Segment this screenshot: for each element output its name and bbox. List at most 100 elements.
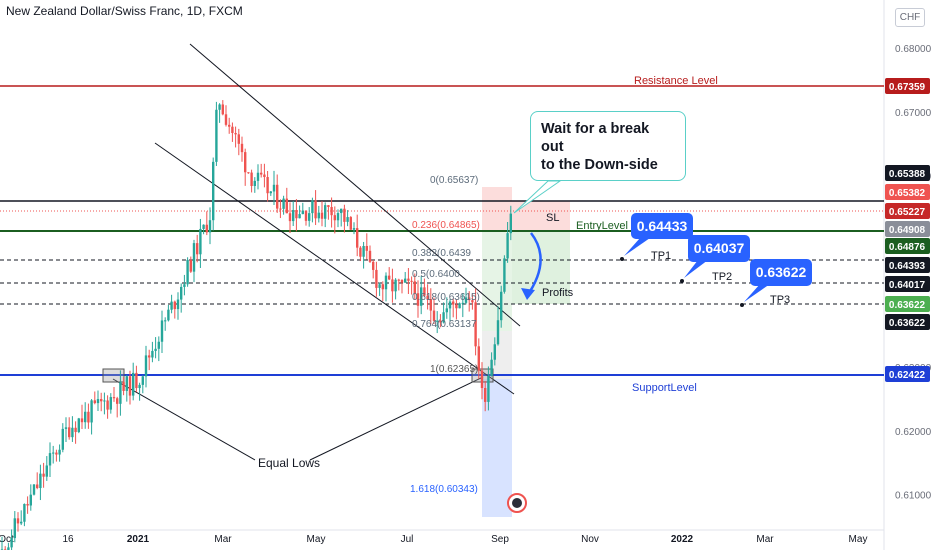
price-label-box [885, 296, 930, 312]
candle-body [80, 418, 84, 423]
candle-body [247, 172, 250, 174]
candle-body [154, 348, 157, 351]
entry-label: EntryLevel [576, 220, 628, 232]
equal-lows-label: Equal Lows [258, 456, 320, 470]
candle-body [480, 370, 484, 389]
candle-body [496, 320, 500, 345]
candle-body [16, 518, 20, 524]
entry-bubble-pointer [624, 238, 650, 256]
tp1-bubble-pointer [684, 260, 708, 278]
candle-body [317, 212, 320, 219]
target-dot [680, 279, 684, 283]
candle-body [39, 473, 42, 489]
candle-body [279, 208, 282, 210]
candle-body [381, 284, 384, 290]
candle-body [426, 295, 429, 300]
candle-body [445, 308, 448, 313]
candle-body [359, 247, 362, 257]
candle-body [20, 521, 23, 524]
resistance-label: Resistance Level [634, 75, 718, 87]
currency-button[interactable]: CHF [895, 8, 925, 27]
candle-body [503, 258, 506, 292]
candle-body [362, 245, 365, 257]
channel-lower-line [154, 142, 515, 395]
candle-body [458, 303, 461, 309]
candle-body [45, 465, 48, 477]
candle-body [90, 400, 93, 423]
candle-body [125, 376, 128, 391]
candle-body [292, 210, 295, 222]
candle-body [244, 152, 247, 173]
candle-body [7, 547, 10, 550]
candle-body [282, 198, 285, 209]
price-label-text: 0.64017 [889, 280, 926, 291]
candle-body [336, 213, 340, 221]
price-label-text: 0.63622 [889, 318, 926, 329]
tp3-label: TP3 [770, 294, 790, 306]
candle-body [340, 208, 343, 214]
candle-body [160, 320, 164, 342]
candle-body [266, 177, 269, 194]
time-tick-label: Jul [401, 534, 414, 545]
price-label-box [885, 184, 930, 200]
candle-body [276, 184, 279, 209]
price-label-text: 0.65388 [889, 169, 926, 180]
candle-body [272, 184, 276, 192]
candle-body [493, 344, 496, 360]
candle-body [455, 304, 458, 309]
callout-line-1: Wait for a break out [541, 121, 650, 155]
price-label-text: 0.62422 [889, 370, 926, 381]
candle-body [186, 259, 189, 285]
fib-label: 0.236(0.64865) [412, 220, 480, 231]
candle-body [311, 200, 314, 214]
candle-body [365, 245, 368, 251]
candle-body [224, 114, 228, 125]
fib-label: 1.618(0.60343) [410, 484, 478, 495]
candle-body [157, 341, 160, 349]
target-dot [740, 303, 744, 307]
candle-body [442, 312, 445, 323]
equal-low-box-left [102, 368, 125, 383]
price-label-text: 0.64876 [889, 242, 926, 253]
price-tick-label: 0.68000 [895, 44, 932, 55]
fib-label: 0.382(0.6439 [412, 248, 471, 259]
candle-body [234, 132, 237, 135]
candle-body [231, 126, 234, 133]
target-dot [620, 257, 624, 261]
candle-body [372, 261, 375, 270]
candle-body [141, 376, 144, 385]
candle-body [196, 243, 199, 255]
candle-body [391, 279, 394, 292]
fib-label: 0.618(0.63615) [412, 292, 480, 303]
candle-body [32, 484, 36, 495]
channel-upper-line [189, 43, 521, 327]
candle-body [112, 397, 116, 399]
candle-body [490, 359, 493, 376]
candle-body [474, 302, 477, 347]
candle-body [128, 376, 132, 396]
fib-zone-top [482, 187, 512, 231]
callout-pointer [513, 180, 562, 214]
plot-area [0, 0, 884, 530]
fib-label: 0.764(0.63137 [412, 319, 477, 330]
price-label-box [885, 203, 930, 219]
price-label-box [885, 366, 930, 382]
candle-body [509, 213, 512, 234]
time-tick-label: 2022 [671, 534, 694, 545]
candle-body [170, 301, 173, 310]
candle-body [10, 538, 13, 548]
time-tick-label: Mar [756, 534, 774, 545]
candle-body [52, 452, 55, 454]
candle-body [77, 418, 80, 433]
equal-lows-line-left [112, 378, 256, 461]
candle-body [250, 172, 253, 186]
candle-body [48, 453, 52, 466]
candle-body [349, 217, 352, 230]
candle-body [320, 212, 324, 219]
candle-body [164, 320, 167, 322]
candle-body [192, 243, 196, 272]
fib-zone-ext [482, 379, 512, 517]
price-label-text: 0.64393 [889, 261, 926, 272]
time-tick-label: 2021 [127, 534, 150, 545]
